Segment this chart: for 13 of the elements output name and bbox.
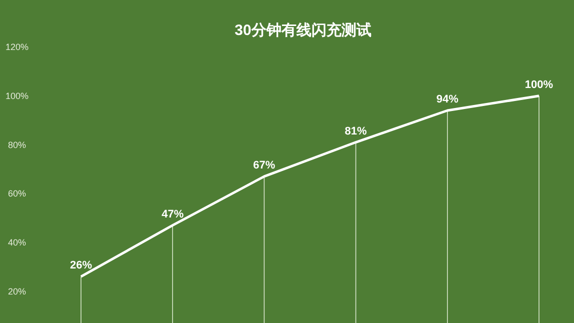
y-tick-label: 60% xyxy=(8,188,26,199)
text: 100% xyxy=(524,78,554,91)
y-tick-label: 40% xyxy=(8,238,26,248)
y-tick-label: 20% xyxy=(8,286,26,296)
text: 94% xyxy=(436,94,458,106)
chart-title: 30分钟有线闪充测试 xyxy=(234,21,372,39)
y-tick-label: 80% xyxy=(8,140,26,150)
y-tick-label: 100% xyxy=(5,91,29,102)
y-tick-label: 120% xyxy=(5,42,29,52)
text: 47% xyxy=(162,208,184,220)
text: 67% xyxy=(253,159,276,172)
text: 26% xyxy=(70,260,92,272)
text: 81% xyxy=(344,125,367,138)
